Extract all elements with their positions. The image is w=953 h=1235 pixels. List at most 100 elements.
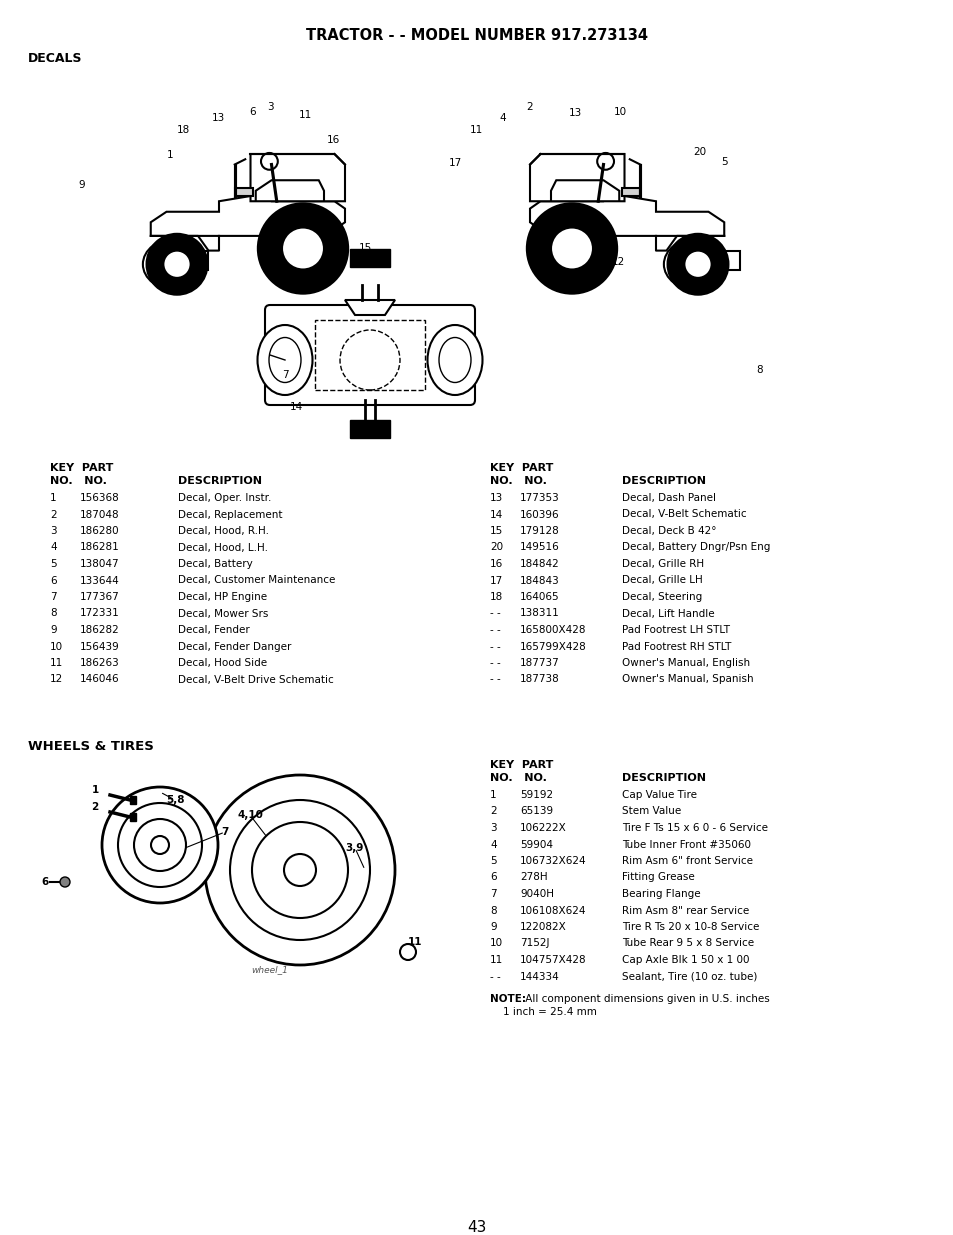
Text: - -: - -: [490, 625, 500, 635]
Text: 2: 2: [526, 103, 533, 112]
Text: 12: 12: [611, 257, 624, 267]
Text: KEY  PART: KEY PART: [490, 760, 553, 769]
Text: 13: 13: [212, 112, 224, 124]
Text: 10: 10: [613, 107, 626, 117]
Text: Decal, Battery: Decal, Battery: [178, 559, 253, 569]
Text: 9: 9: [78, 180, 85, 190]
Text: 14: 14: [289, 403, 302, 412]
Text: Rim Asm 8" rear Service: Rim Asm 8" rear Service: [621, 905, 748, 915]
Text: - -: - -: [490, 674, 500, 684]
Text: 172331: 172331: [80, 609, 120, 619]
Text: 5: 5: [490, 856, 497, 866]
Text: 165799X428: 165799X428: [519, 641, 586, 652]
Circle shape: [151, 836, 169, 853]
Text: 14: 14: [490, 510, 503, 520]
Text: All component dimensions given in U.S. inches: All component dimensions given in U.S. i…: [521, 994, 769, 1004]
Text: Decal, Replacement: Decal, Replacement: [178, 510, 282, 520]
Text: 106732X624: 106732X624: [519, 856, 586, 866]
Text: Decal, V-Belt Schematic: Decal, V-Belt Schematic: [621, 510, 746, 520]
Text: NO.   NO.: NO. NO.: [490, 475, 546, 487]
Text: 1: 1: [91, 785, 98, 795]
Bar: [314, 320, 424, 390]
Text: 177367: 177367: [80, 592, 120, 601]
Text: 133644: 133644: [80, 576, 120, 585]
Text: 43: 43: [467, 1220, 486, 1235]
Text: 186280: 186280: [80, 526, 119, 536]
Text: 10: 10: [490, 939, 502, 948]
Text: 6: 6: [41, 877, 49, 887]
Circle shape: [527, 205, 616, 293]
Text: 15: 15: [490, 526, 503, 536]
Text: 9: 9: [490, 923, 497, 932]
Text: - -: - -: [490, 641, 500, 652]
Text: 3: 3: [267, 103, 273, 112]
Text: 106222X: 106222X: [519, 823, 566, 832]
Text: Rim Asm 6" front Service: Rim Asm 6" front Service: [621, 856, 752, 866]
Text: 65139: 65139: [519, 806, 553, 816]
Text: KEY  PART: KEY PART: [490, 463, 553, 473]
Text: 186281: 186281: [80, 542, 120, 552]
Text: 7: 7: [221, 827, 229, 837]
Text: 13: 13: [568, 107, 581, 119]
Text: 3,9: 3,9: [345, 844, 364, 853]
Text: 18: 18: [490, 592, 503, 601]
Text: 6: 6: [50, 576, 56, 585]
Text: 5: 5: [720, 157, 727, 167]
Text: 59192: 59192: [519, 790, 553, 800]
Text: 2: 2: [50, 510, 56, 520]
Text: - -: - -: [490, 609, 500, 619]
Text: 9: 9: [50, 625, 56, 635]
Text: 186263: 186263: [80, 658, 120, 668]
Text: Decal, HP Engine: Decal, HP Engine: [178, 592, 267, 601]
Text: Tube Inner Front #35060: Tube Inner Front #35060: [621, 840, 750, 850]
Circle shape: [230, 800, 370, 940]
Text: 149516: 149516: [519, 542, 559, 552]
Circle shape: [252, 823, 348, 918]
Bar: [130, 813, 136, 821]
Text: 15: 15: [358, 243, 372, 253]
Text: 12: 12: [50, 674, 63, 684]
Text: 184843: 184843: [519, 576, 559, 585]
Text: 160396: 160396: [519, 510, 559, 520]
Text: DESCRIPTION: DESCRIPTION: [621, 773, 705, 783]
Polygon shape: [251, 154, 345, 201]
Text: 164065: 164065: [519, 592, 559, 601]
Text: 8: 8: [50, 609, 56, 619]
Text: 4,10: 4,10: [236, 810, 263, 820]
Text: 16: 16: [490, 559, 503, 569]
Text: 6: 6: [250, 107, 256, 117]
Polygon shape: [621, 188, 639, 196]
Circle shape: [60, 877, 70, 887]
Text: Cap Value Tire: Cap Value Tire: [621, 790, 697, 800]
Circle shape: [551, 227, 593, 269]
Text: 106108X624: 106108X624: [519, 905, 586, 915]
Bar: [350, 249, 390, 267]
Text: Decal, Steering: Decal, Steering: [621, 592, 701, 601]
Ellipse shape: [427, 325, 482, 395]
Text: 1: 1: [50, 493, 56, 503]
Text: 4: 4: [499, 112, 506, 124]
Text: Decal, Mower Srs: Decal, Mower Srs: [178, 609, 268, 619]
Text: 186282: 186282: [80, 625, 120, 635]
Text: Bearing Flange: Bearing Flange: [621, 889, 700, 899]
Text: Owner's Manual, English: Owner's Manual, English: [621, 658, 749, 668]
Text: Tire F Ts 15 x 6 0 - 6 Service: Tire F Ts 15 x 6 0 - 6 Service: [621, 823, 767, 832]
Text: 11: 11: [407, 937, 422, 947]
Polygon shape: [234, 188, 253, 196]
Text: 17: 17: [490, 576, 503, 585]
Text: Decal, Dash Panel: Decal, Dash Panel: [621, 493, 716, 503]
Text: Decal, Hood, R.H.: Decal, Hood, R.H.: [178, 526, 269, 536]
FancyBboxPatch shape: [265, 305, 475, 405]
Text: DESCRIPTION: DESCRIPTION: [178, 475, 262, 487]
Text: 184842: 184842: [519, 559, 559, 569]
Text: 138047: 138047: [80, 559, 119, 569]
Text: Owner's Manual, Spanish: Owner's Manual, Spanish: [621, 674, 753, 684]
Text: 10: 10: [50, 641, 63, 652]
Text: 187737: 187737: [519, 658, 559, 668]
Text: 6: 6: [490, 872, 497, 883]
Circle shape: [102, 787, 218, 903]
Polygon shape: [345, 300, 395, 315]
Circle shape: [118, 803, 202, 887]
Text: 122082X: 122082X: [519, 923, 566, 932]
Text: 165800X428: 165800X428: [519, 625, 586, 635]
